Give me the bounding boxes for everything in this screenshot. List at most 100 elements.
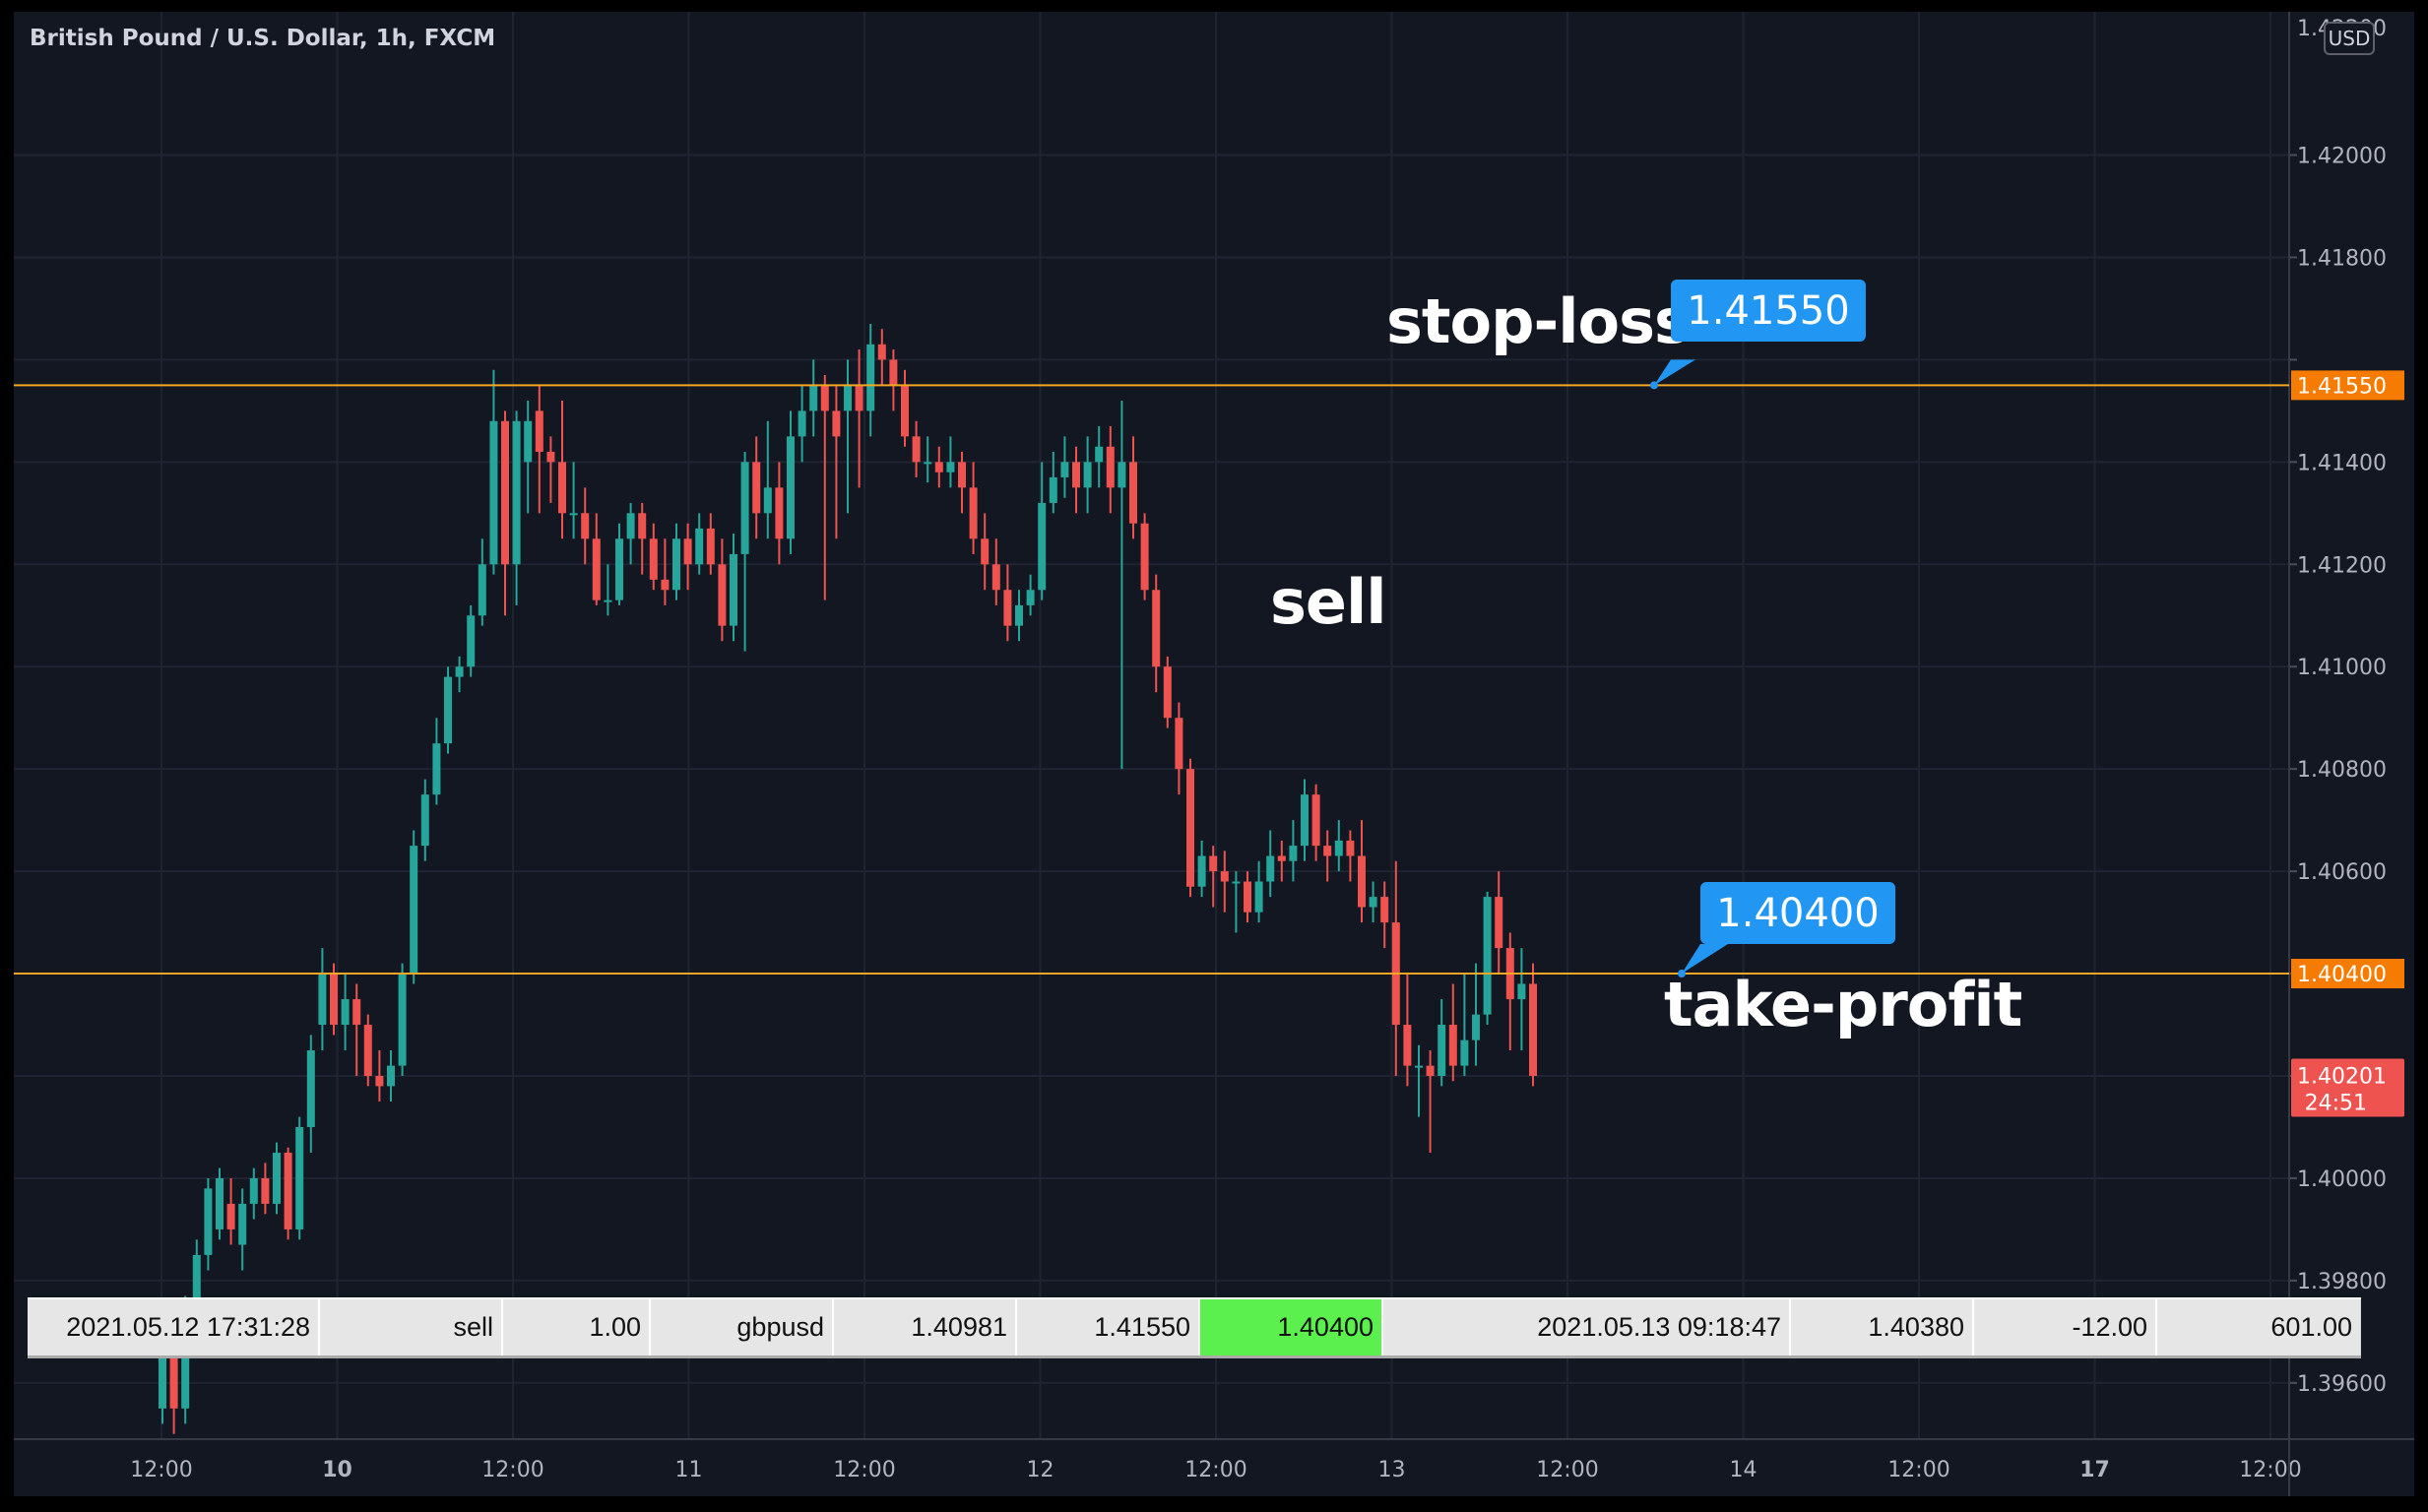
- candle-up: [866, 324, 875, 437]
- candle-up: [946, 436, 955, 488]
- candle-up: [569, 462, 578, 539]
- candle-body: [1415, 1065, 1423, 1068]
- candle-body: [877, 344, 886, 360]
- candle-down: [592, 513, 601, 605]
- candle-body: [991, 564, 1000, 591]
- candle-down: [1495, 871, 1503, 975]
- y-tick-label: 1.41200: [2297, 553, 2387, 578]
- candle-down: [683, 523, 692, 591]
- candle-body: [1049, 476, 1057, 503]
- candle-up: [615, 523, 623, 605]
- candle-body: [169, 1356, 178, 1409]
- candle-body: [1026, 590, 1035, 605]
- candle-body: [695, 528, 704, 565]
- candle-body: [1083, 462, 1092, 488]
- candle-body: [798, 410, 806, 437]
- candle-body: [889, 359, 898, 386]
- candle-up: [1118, 400, 1126, 770]
- candle-body: [1369, 897, 1377, 908]
- candle-body: [981, 538, 990, 565]
- candle-body: [1140, 523, 1149, 591]
- candle-down: [581, 487, 590, 565]
- candle-down: [958, 451, 966, 514]
- candle-up: [730, 534, 737, 642]
- candle-body: [273, 1152, 281, 1204]
- candle-body: [752, 462, 761, 514]
- candle-up: [1254, 860, 1263, 923]
- candle-body: [295, 1126, 304, 1229]
- candle-body: [249, 1177, 258, 1204]
- candle-up: [432, 718, 441, 805]
- candle-down: [1186, 758, 1194, 898]
- candle-up: [524, 400, 533, 514]
- candle-down: [832, 385, 841, 539]
- x-tick-label: 12: [1027, 1458, 1054, 1482]
- candle-body: [866, 344, 875, 411]
- candle-body: [1403, 1025, 1412, 1066]
- candle-up: [1266, 830, 1275, 898]
- candle-body: [912, 436, 921, 463]
- chart-background: [14, 12, 2414, 1496]
- candle-body: [1448, 1025, 1457, 1066]
- candle-body: [226, 1203, 235, 1229]
- candle-down: [1403, 974, 1412, 1087]
- stop-loss-callout: 1.41550: [1671, 280, 1866, 342]
- candle-up: [1049, 451, 1057, 514]
- candle-down: [558, 400, 566, 539]
- x-tick-label: 12:00: [481, 1458, 543, 1482]
- candle-down: [1175, 702, 1183, 795]
- level-price-tag: [2291, 959, 2404, 989]
- candle-down: [226, 1177, 235, 1245]
- candle-up: [798, 385, 806, 463]
- x-tick-label: 14: [1730, 1458, 1757, 1482]
- countdown-text: 24:51: [2305, 1091, 2367, 1115]
- candle-body: [832, 410, 841, 437]
- x-tick-label: 13: [1378, 1458, 1406, 1482]
- candle-down: [1209, 846, 1218, 908]
- symbol-legend[interactable]: British Pound / U.S. Dollar, 1h, FXCM: [30, 26, 496, 51]
- stop-loss-label: stop-loss: [1386, 285, 1691, 357]
- candle-body: [352, 999, 361, 1026]
- candle-body: [1426, 1065, 1435, 1077]
- candle-down: [820, 374, 829, 600]
- open-price-cell: 1.40981: [834, 1299, 1017, 1355]
- candle-body: [216, 1177, 224, 1229]
- candle-up: [1483, 891, 1492, 1026]
- candle-down: [1311, 784, 1320, 861]
- candle-body: [284, 1152, 292, 1229]
- candle-down: [1323, 830, 1332, 882]
- candle-up: [1026, 574, 1035, 616]
- candle-body: [1209, 855, 1218, 872]
- candle-down: [352, 983, 361, 1077]
- candle-body: [1323, 846, 1332, 856]
- take-profit-anchor: [1678, 970, 1686, 978]
- candle-body: [467, 615, 476, 667]
- candle-body: [1460, 1040, 1469, 1066]
- candle-down: [1140, 513, 1149, 600]
- currency-button[interactable]: USD: [2324, 22, 2375, 55]
- take-profit-callout-pointer: [1682, 944, 1728, 975]
- candle-body: [809, 385, 818, 411]
- candle-body: [787, 436, 795, 539]
- candle-body: [1015, 604, 1023, 626]
- candle-body: [1175, 718, 1183, 770]
- candle-up: [1095, 425, 1104, 488]
- candle-down: [1003, 564, 1012, 642]
- candle-body: [501, 420, 509, 565]
- candle-body: [683, 538, 692, 565]
- candle-up: [455, 656, 464, 693]
- level-price-tag: [2291, 370, 2404, 401]
- candle-body: [1311, 794, 1320, 847]
- candle-up: [1015, 590, 1023, 642]
- candle-down: [375, 1050, 384, 1102]
- candle-body: [718, 564, 727, 626]
- candle-down: [1106, 425, 1115, 514]
- candle-down: [1152, 574, 1161, 693]
- candle-down: [1380, 881, 1389, 949]
- candle-body: [775, 487, 784, 539]
- candle-body: [855, 385, 863, 411]
- candle-body: [1266, 855, 1275, 882]
- candle-down: [1129, 436, 1137, 539]
- candle-body: [946, 462, 955, 472]
